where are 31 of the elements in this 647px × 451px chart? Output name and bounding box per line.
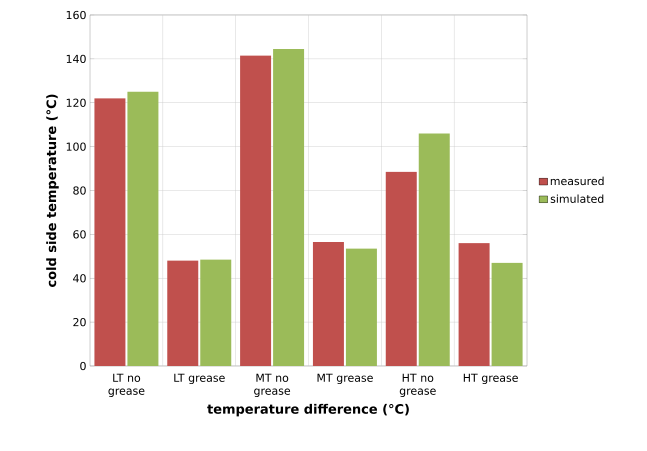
y-tick-label: 0 [80, 362, 86, 370]
legend-label: simulated [550, 194, 604, 203]
y-axis-title: cold side temperature (°C) [46, 94, 59, 287]
x-tick-label: LT no grease [108, 374, 144, 397]
y-tick-label: 60 [73, 230, 86, 239]
y-tick-label: 120 [66, 98, 86, 107]
bar [492, 262, 523, 366]
y-tick-label: 140 [66, 54, 86, 64]
x-tick-label: MT grease [318, 374, 373, 384]
bar [273, 48, 304, 366]
y-tick-label: 100 [66, 142, 86, 151]
bar [346, 248, 377, 366]
x-axis-title: temperature difference (°C) [207, 404, 409, 416]
x-tick-label: HT grease [464, 374, 518, 384]
y-tick-label: 160 [66, 10, 86, 20]
bar [127, 92, 158, 366]
legend-label: measured [550, 176, 604, 186]
x-tick-label: LT grease [174, 374, 225, 384]
bar [167, 260, 198, 366]
bar [418, 133, 450, 366]
bar [240, 56, 272, 366]
bar [200, 260, 232, 366]
x-tick-label: HT no grease [400, 374, 436, 397]
y-tick-label: 80 [73, 186, 86, 195]
bar [458, 243, 490, 366]
y-tick-label: 20 [73, 318, 86, 326]
x-tick-label: MT no grease [254, 374, 290, 397]
bar [312, 242, 344, 366]
bar [386, 172, 417, 366]
y-tick-label: 40 [73, 274, 86, 282]
bar [94, 98, 126, 366]
